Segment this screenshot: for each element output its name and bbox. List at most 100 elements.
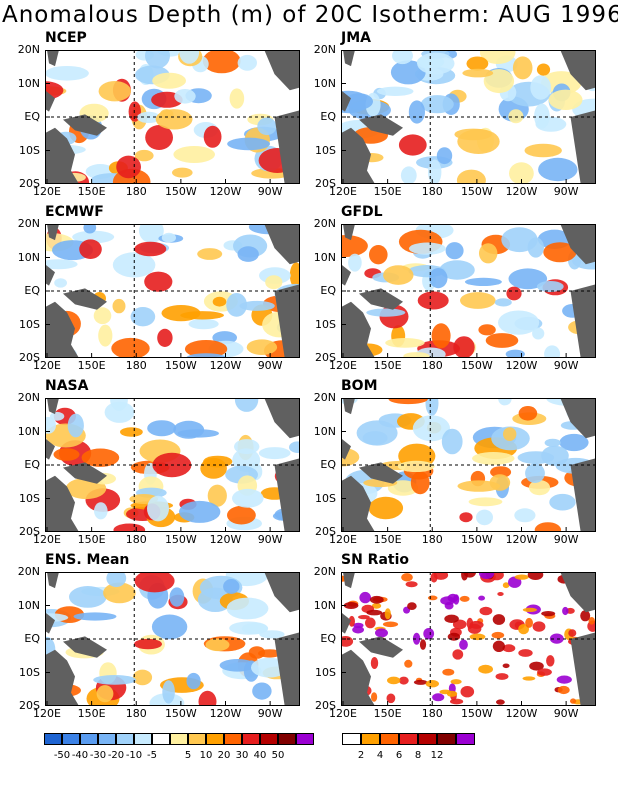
anomaly-field [341, 50, 596, 184]
anomaly-field [45, 398, 300, 532]
lon-tick-label: 120E [329, 707, 357, 720]
map-panel: NCEP 20N 10N EQ 10S 20S 120E 150E 180 150W 120W 90W [0, 30, 315, 204]
lon-tick-label: 150E [77, 533, 106, 546]
lon-tick-label: 90W [553, 707, 579, 720]
colorbar-swatch [62, 733, 80, 745]
colorbar-swatch [98, 733, 116, 745]
map-plot [45, 572, 300, 706]
colorbar-swatch [206, 733, 224, 745]
colorbar-label: 10 [199, 750, 213, 761]
panel-title: GFDL [341, 204, 383, 220]
figure-title: Anomalous Depth (m) of 20C Isotherm: AUG… [2, 2, 618, 28]
colorbar-swatch [170, 733, 188, 745]
lat-tick-label: 10N [313, 598, 336, 612]
lon-tick-label: 180 [421, 707, 443, 720]
lon-tick-label: 120E [329, 185, 357, 198]
colorbar-label: 40 [253, 750, 267, 761]
map-plot [45, 50, 300, 184]
lon-tick-label: 150W [460, 185, 493, 198]
map-plot [45, 398, 300, 532]
colorbar-swatch [242, 733, 260, 745]
colorbar-label: 50 [271, 750, 285, 761]
lat-tick-label: 20N [313, 391, 336, 404]
land-mask [45, 572, 300, 706]
lat-tick-label: 10S [315, 143, 336, 157]
lat-tick-label: 10N [313, 250, 336, 264]
lon-tick-label: 120W [209, 359, 242, 372]
lat-tick-label: 20S [315, 351, 336, 364]
lon-tick-label: 180 [421, 533, 443, 546]
map-plot [341, 398, 596, 532]
lon-tick-label: 120E [329, 533, 357, 546]
lat-tick-label: 20S [315, 525, 336, 538]
colorbar-label: 8 [414, 750, 422, 761]
colorbar-swatch [361, 733, 380, 745]
map-panel: ENS. Mean 20N 10N EQ 10S 20S 120E 150E 180 150W 12… [0, 552, 315, 726]
lat-tick-label: 20N [17, 217, 40, 230]
colorbar-swatch [188, 733, 206, 745]
colorbar-label: -10 [125, 750, 143, 761]
map-panel: NASA 20N 10N EQ 10S 20S 120E 150E 180 150W 120W 90W [0, 378, 315, 552]
lon-tick-label: 120W [209, 185, 242, 198]
anomaly-field [45, 50, 300, 184]
lon-tick-label: 120W [209, 707, 242, 720]
panel-title: JMA [341, 30, 371, 46]
lat-tick-label: EQ [24, 110, 40, 123]
lon-tick-label: 150W [164, 359, 197, 372]
lon-tick-label: 150E [373, 707, 402, 720]
lat-tick-label: 10S [19, 317, 40, 331]
land-mask [341, 50, 596, 184]
lon-tick-label: 90W [553, 185, 579, 198]
lat-tick-label: 10S [315, 317, 336, 331]
lat-tick-label: 10S [19, 665, 40, 679]
map-panel: BOM 20N 10N EQ 10S 20S 120E 150E 180 150W 120W 90W [296, 378, 611, 552]
colorbar-label: -30 [89, 750, 107, 761]
lon-tick-label: 120W [505, 533, 538, 546]
colorbar-swatch [342, 733, 361, 745]
colorbar-swatch [418, 733, 437, 745]
anomaly-field [45, 572, 300, 706]
lon-tick-label: 90W [257, 707, 283, 720]
lon-tick-label: 120W [505, 707, 538, 720]
land-mask [45, 50, 300, 184]
lat-tick-label: EQ [24, 632, 40, 645]
lat-tick-label: 20S [19, 525, 40, 538]
colorbar-swatch [437, 733, 456, 745]
lon-tick-label: 90W [553, 359, 579, 372]
map-plot [341, 50, 596, 184]
colorbar-swatch [80, 733, 98, 745]
lon-tick-label: 150E [373, 533, 402, 546]
lon-tick-label: 120E [329, 359, 357, 372]
colorbar-swatch [116, 733, 134, 745]
land-mask [341, 398, 596, 532]
panel-title: BOM [341, 378, 378, 394]
colorbar-swatch [134, 733, 152, 745]
lon-tick-label: 150W [460, 533, 493, 546]
colorbar-label: -40 [71, 750, 89, 761]
colorbar-label: 6 [395, 750, 403, 761]
land-mask [341, 572, 596, 706]
lon-tick-label: 180 [125, 533, 147, 546]
map-panel: GFDL 20N 10N EQ 10S 20S 120E 150E 180 150W 120W 90W [296, 204, 611, 378]
lat-tick-label: 20S [315, 177, 336, 190]
map-panel: SN Ratio 20N 10N EQ 10S 20S 120E 150E 180 150W 120… [296, 552, 611, 726]
lat-tick-label: 20N [17, 391, 40, 404]
lat-tick-label: 10N [313, 424, 336, 438]
lon-tick-label: 120E [33, 185, 61, 198]
lon-tick-label: 120E [33, 533, 61, 546]
panel-title: ENS. Mean [45, 552, 130, 568]
lat-tick-label: 10N [17, 598, 40, 612]
lon-tick-label: 120W [505, 185, 538, 198]
lon-tick-label: 150E [373, 359, 402, 372]
land-mask [341, 224, 596, 358]
map-panel: ECMWF 20N 10N EQ 10S 20S 120E 150E 180 150W 120W 90… [0, 204, 315, 378]
lat-tick-label: EQ [320, 632, 336, 645]
lat-tick-label: EQ [320, 284, 336, 297]
colorbar-swatch [380, 733, 399, 745]
lon-tick-label: 150E [373, 185, 402, 198]
lon-tick-label: 180 [421, 185, 443, 198]
lat-tick-label: 20N [313, 43, 336, 56]
map-plot [341, 572, 596, 706]
lat-tick-label: 20S [315, 699, 336, 712]
lat-tick-label: 10S [19, 143, 40, 157]
